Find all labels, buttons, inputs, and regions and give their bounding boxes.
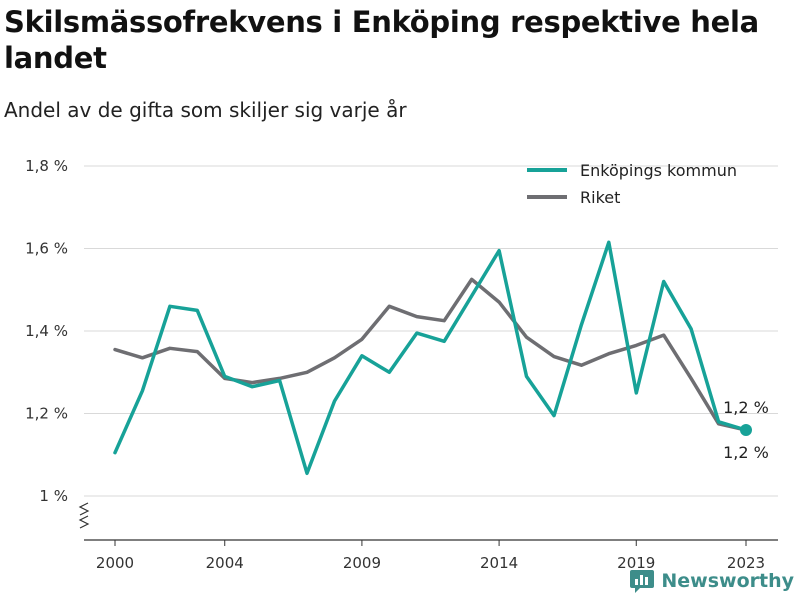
grid-lines: [84, 165, 778, 497]
y-tick-label: 1,8 %: [25, 157, 68, 175]
chart-subtitle: Andel av de gifta som skiljer sig varje …: [4, 98, 407, 122]
x-tick-label: 2000: [96, 554, 134, 572]
y-axis: 1 % 1,2 % 1,4 % 1,6 % 1,8 %: [25, 157, 68, 505]
legend-label: Enköpings kommun: [580, 161, 737, 180]
series-lines: [113, 240, 752, 476]
x-tick-label: 2014: [480, 554, 518, 572]
y-tick-label: 1,4 %: [25, 322, 68, 340]
end-label: 1,2 %: [723, 443, 769, 462]
brand-name: Newsworthy: [661, 570, 794, 592]
brand: Newsworthy: [629, 568, 794, 594]
end-point-marker: [740, 424, 752, 436]
chart-title: Skilsmässofrekvens i Enköping respektive…: [4, 5, 759, 75]
newsworthy-logo-icon: [630, 570, 655, 593]
x-tick-label: 2023: [727, 554, 765, 572]
end-labels: 1,2 % 1,2 %: [723, 398, 769, 462]
series-line: [113, 240, 748, 476]
legend: Enköpings kommun Riket: [527, 161, 737, 207]
y-tick-label: 1,2 %: [25, 405, 68, 423]
x-tick-label: 2019: [617, 554, 655, 572]
x-axis: 2000 2004 2009 2014 2019 2023: [78, 502, 778, 572]
y-tick-label: 1 %: [39, 487, 68, 505]
end-label: 1,2 %: [723, 398, 769, 417]
series-line: [113, 277, 748, 432]
x-tick-label: 2004: [206, 554, 244, 572]
legend-label: Riket: [580, 188, 620, 207]
y-tick-label: 1,6 %: [25, 240, 68, 258]
x-tick-label: 2009: [343, 554, 381, 572]
axis-break-icon: [78, 502, 90, 529]
